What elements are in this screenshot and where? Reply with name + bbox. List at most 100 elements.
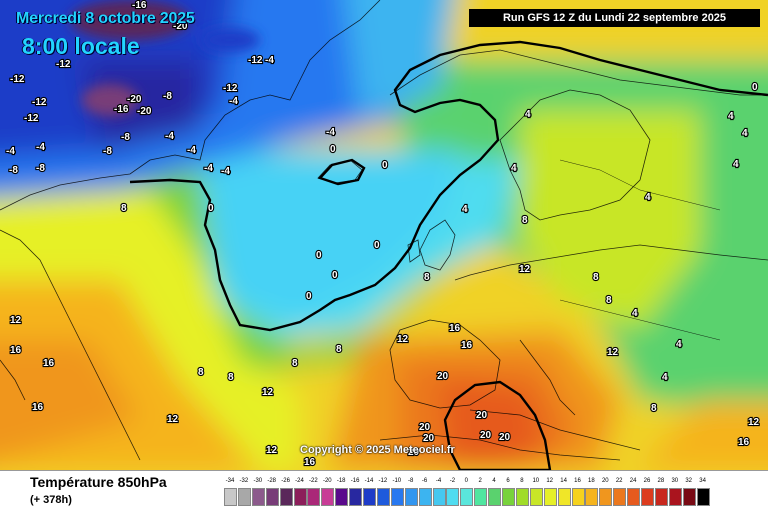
cold-pockets bbox=[70, 0, 260, 116]
scale-tick-label: 34 bbox=[699, 478, 706, 484]
isotherm-label: 0 bbox=[332, 270, 338, 281]
scale-color-swatch bbox=[418, 488, 432, 506]
scale-tick-label: -18 bbox=[336, 478, 346, 484]
isotherm-label: 16 bbox=[32, 402, 44, 413]
isotherm-label: 16 bbox=[43, 358, 55, 369]
scale-tick-label: 30 bbox=[671, 478, 679, 484]
isotherm-label: 4 bbox=[645, 192, 651, 203]
isotherm-label: 0 bbox=[316, 250, 322, 261]
scale-color-swatch bbox=[502, 488, 515, 506]
scale-tick-label: 16 bbox=[574, 478, 581, 484]
isotherm-label: -12 bbox=[223, 83, 238, 94]
isotherm-label: -4 bbox=[221, 166, 230, 177]
scale-color-swatch bbox=[349, 488, 363, 506]
scale-tick-label: -30 bbox=[253, 478, 263, 484]
scale-color-swatch bbox=[543, 488, 557, 506]
scale-tick-label: 20 bbox=[601, 478, 609, 484]
scale-color-swatch bbox=[474, 488, 488, 506]
isotherm-label: 12 bbox=[397, 334, 409, 345]
scale-color-swatch bbox=[307, 488, 321, 506]
scale-color-swatch bbox=[668, 488, 682, 506]
variable-label: Température 850hPa bbox=[30, 474, 167, 490]
isotherm-label: 12 bbox=[607, 347, 619, 358]
twenty-isotherm bbox=[443, 380, 552, 470]
isotherm-label: 12 bbox=[167, 414, 179, 425]
isotherm-label: -4 bbox=[204, 163, 213, 174]
scale-color-swatch bbox=[529, 488, 543, 506]
isotherm-label: 8 bbox=[651, 403, 657, 414]
isotherm-label: -12 bbox=[10, 74, 25, 85]
copyright-notice: Copyright © 2025 Meteociel.fr bbox=[300, 444, 455, 456]
temperature-map: -16 -20 -12 -12 -12 -12 -16 -20 -20 -8 -12 -4 -12 -4-… bbox=[0, 0, 768, 470]
isotherm-label: 8 bbox=[228, 372, 234, 383]
isotherm-label: 12 bbox=[10, 315, 22, 326]
isotherm-labels: -16-20-12-12-12-12-16-20-20-8-12 -4-12-4-… bbox=[5, 0, 761, 469]
isotherm-label: -20 bbox=[127, 94, 142, 105]
zero-isotherm bbox=[129, 40, 768, 332]
isotherm-label: 8 bbox=[198, 367, 204, 378]
isotherm-label: 12 bbox=[519, 264, 531, 275]
zero-isotherm-iceland bbox=[317, 158, 366, 186]
scale-tick-label: 8 bbox=[520, 478, 524, 484]
scale-tick-label: 26 bbox=[643, 478, 651, 484]
isotherm-label: 8 bbox=[593, 272, 599, 283]
isotherm-label: -20 bbox=[173, 21, 188, 32]
isotherm-label: 0 bbox=[306, 291, 312, 302]
isotherm-label: 12 bbox=[266, 445, 278, 456]
forecast-date: Mercredi 8 octobre 2025 bbox=[16, 10, 195, 27]
scale-tick-label: -8 bbox=[408, 478, 414, 484]
isotherm-label: 0 bbox=[330, 144, 336, 155]
scale-tick-label: -32 bbox=[239, 478, 249, 484]
temperature-field bbox=[0, 0, 768, 470]
scale-tick-label: -16 bbox=[350, 478, 360, 484]
map-canvas: -16-20-12-12-12-12-16-20-20-8-12 -4-12-4-… bbox=[0, 0, 768, 470]
isotherm-label: 16 bbox=[449, 323, 461, 334]
scale-tick-label: 32 bbox=[685, 478, 693, 484]
scale-tick-label: 28 bbox=[657, 478, 665, 484]
isotherm-label: 12 bbox=[262, 387, 274, 398]
scale-tick-label: 2 bbox=[478, 478, 482, 484]
isotherm-label: -4 bbox=[36, 142, 45, 153]
isotherm-label: 20 bbox=[437, 371, 449, 382]
isotherm-label: 8 bbox=[336, 344, 342, 355]
isotherm-label: -12 bbox=[248, 55, 263, 66]
isotherm-label: -4 bbox=[229, 96, 238, 107]
scale-tick-label: 12 bbox=[546, 478, 554, 484]
isotherm-label: 4 bbox=[662, 372, 668, 383]
isotherm-label: 8 bbox=[424, 272, 430, 283]
isotherm-label: 20 bbox=[480, 430, 492, 441]
isotherm-label: 12 bbox=[748, 417, 760, 428]
isotherm-label: 0 bbox=[208, 203, 214, 214]
scale-tick-label: 18 bbox=[588, 478, 595, 484]
isotherm-label: -12 bbox=[24, 113, 39, 124]
scale-tick-label: -20 bbox=[322, 478, 332, 484]
isotherm-label: 16 bbox=[10, 345, 22, 356]
forecast-time: 8:00 locale bbox=[22, 33, 140, 59]
scale-color-swatch bbox=[682, 488, 696, 506]
scale-tick-label: 14 bbox=[560, 478, 567, 484]
isotherm-label: -4 bbox=[165, 131, 174, 142]
isotherm-label: 20 bbox=[476, 410, 488, 421]
scale-tick-label: 10 bbox=[532, 478, 540, 484]
scale-color-swatch bbox=[279, 488, 293, 506]
isotherm-label: 16 bbox=[738, 437, 750, 448]
isotherm-label: 4 bbox=[632, 308, 638, 319]
isotherm-label: 20 bbox=[423, 433, 435, 444]
isotherm-label: 16 bbox=[461, 340, 473, 351]
scale-color-swatch bbox=[571, 488, 585, 506]
isotherm-label: -8 bbox=[103, 146, 112, 157]
isotherm-label: 4 bbox=[525, 109, 531, 120]
isotherm-label: -4 bbox=[187, 145, 196, 156]
isotherm-label: 4 bbox=[676, 339, 682, 350]
scale-color-swatch bbox=[613, 488, 627, 506]
scale-tick-label: 4 bbox=[492, 478, 496, 484]
isotherm-label: 0 bbox=[382, 160, 388, 171]
isotherm-label: -12 bbox=[32, 97, 47, 108]
isotherm-label: -20 bbox=[137, 106, 152, 117]
isotherm-label: -16 bbox=[132, 0, 147, 11]
scale-color-swatch bbox=[321, 488, 335, 506]
isotherm-label: 8 bbox=[522, 215, 528, 226]
isotherm-label: 0 bbox=[752, 82, 758, 93]
isotherm-label: -12 bbox=[56, 59, 71, 70]
scale-tick-label: -34 bbox=[225, 478, 235, 484]
